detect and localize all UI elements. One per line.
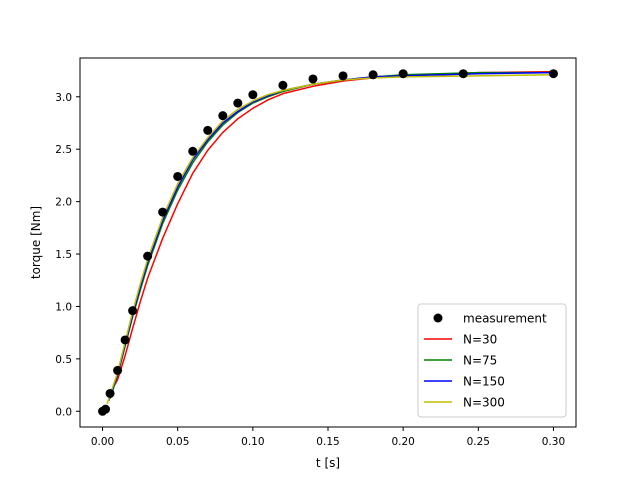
measurement-point [113, 365, 123, 375]
measurement-point [458, 69, 468, 79]
measurement-point [248, 90, 258, 100]
measurement-point [233, 98, 243, 108]
legend-box [417, 303, 567, 418]
measurement-point [105, 388, 115, 398]
legend-label: N=300 [463, 396, 505, 410]
x-tick-label: 0.00 [91, 436, 114, 448]
legend-label: N=75 [463, 354, 497, 368]
x-axis-ticks: 0.00 0.05 0.10 0.15 0.20 0.25 0.30 [91, 427, 565, 448]
measurement-point [203, 125, 213, 135]
x-tick-label: 0.15 [316, 436, 339, 448]
measurement-point [218, 111, 228, 121]
legend-items: measurement N=30 N=75 N=150 N=300 [424, 312, 547, 410]
measurement-point [278, 80, 288, 90]
x-tick-label: 0.25 [467, 436, 490, 448]
x-tick-label: 0.05 [166, 436, 189, 448]
measurement-point [158, 207, 168, 217]
legend-entry: measurement [433, 312, 547, 326]
legend-entry: N=300 [424, 396, 505, 410]
measurement-point [101, 404, 111, 414]
legend-entry: N=75 [424, 354, 497, 368]
x-axis-label: t [s] [316, 456, 340, 470]
legend-label: measurement [463, 312, 547, 326]
y-tick-label: 2.0 [55, 197, 72, 209]
measurement-point [398, 69, 408, 79]
measurement-point [120, 335, 130, 345]
legend-entry: N=30 [424, 333, 497, 347]
measurement-point [128, 306, 138, 316]
series-line-n-300 [106, 74, 554, 405]
y-axis-ticks: 0.0 0.5 1.0 1.5 2.0 2.5 3.0 [55, 92, 80, 418]
y-tick-label: 2.5 [55, 144, 72, 156]
measurement-point [338, 71, 348, 81]
measurement-point [143, 251, 153, 261]
legend: measurement N=30 N=75 N=150 N=300 [417, 303, 567, 418]
x-tick-label: 0.30 [542, 436, 565, 448]
measurement-point [188, 146, 198, 156]
y-tick-label: 1.5 [55, 249, 72, 261]
legend-label: N=150 [463, 375, 505, 389]
measurement-point [548, 69, 558, 79]
y-axis-label: torque [Nm] [29, 206, 43, 279]
measurement-point [308, 74, 318, 84]
y-tick-label: 0.0 [55, 406, 72, 418]
legend-entry: N=150 [424, 375, 505, 389]
measurement-point [368, 70, 378, 80]
x-tick-label: 0.10 [241, 436, 264, 448]
y-tick-label: 3.0 [55, 92, 72, 104]
legend-marker [433, 313, 443, 323]
y-tick-label: 1.0 [55, 301, 72, 313]
y-tick-label: 0.5 [55, 354, 72, 366]
legend-label: N=30 [463, 333, 497, 347]
measurement-points-layer [98, 69, 558, 416]
measurement-point [173, 171, 183, 181]
x-tick-label: 0.20 [391, 436, 414, 448]
